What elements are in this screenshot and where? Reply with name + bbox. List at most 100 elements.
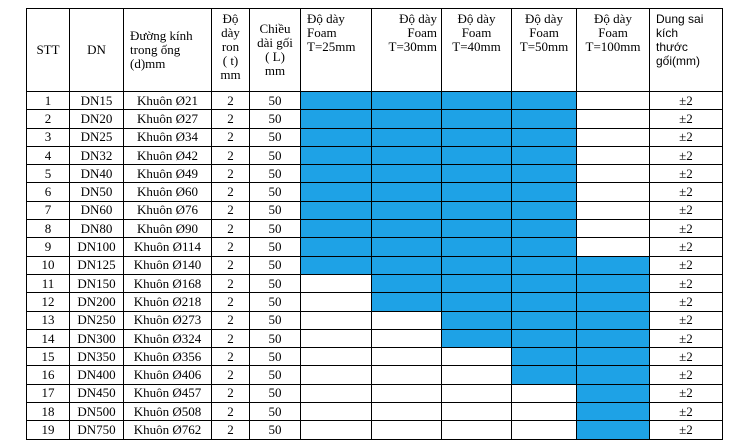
length-cell: 50 (249, 182, 301, 202)
tolerance-cell: ±2 (649, 219, 723, 239)
ron-cell: 2 (211, 145, 250, 166)
mold-cell: Khuôn Ø356 (123, 347, 212, 367)
foam-availability-cell (441, 237, 512, 257)
table-row: 11 DN150 Khuôn Ø168 2 50 ±2 (26, 273, 723, 294)
foam-availability-cell (441, 347, 512, 367)
length-cell: 50 (249, 420, 301, 440)
foam-availability-cell (576, 127, 650, 147)
foam-availability-cell (511, 328, 577, 349)
stt-cell: 12 (26, 292, 70, 312)
table-row: 15 DN350 Khuôn Ø356 2 50 ±2 (26, 347, 723, 367)
header-foam-40: Độ dày Foam T=40mm (441, 8, 512, 92)
table-row: 18 DN500 Khuôn Ø508 2 50 ±2 (26, 402, 723, 422)
length-cell: 50 (249, 90, 301, 111)
ron-cell: 2 (211, 365, 250, 385)
foam-availability-cell (300, 310, 372, 330)
foam-availability-cell (300, 200, 372, 221)
foam-availability-cell (371, 237, 442, 257)
foam-availability-cell (576, 420, 650, 440)
length-cell: 50 (249, 347, 301, 367)
foam-availability-cell (511, 273, 577, 294)
foam-availability-cell (371, 182, 442, 202)
mold-cell: Khuôn Ø60 (123, 182, 212, 202)
foam-availability-cell (576, 292, 650, 312)
foam-availability-cell (576, 347, 650, 367)
length-cell: 50 (249, 127, 301, 147)
foam-availability-cell (441, 402, 512, 422)
foam-availability-cell (300, 420, 372, 440)
stt-cell: 13 (26, 310, 70, 330)
header-stt: STT (26, 8, 70, 92)
foam-availability-cell (300, 145, 372, 166)
stt-cell: 2 (26, 109, 70, 129)
foam-availability-cell (371, 109, 442, 129)
length-cell: 50 (249, 219, 301, 239)
ron-cell: 2 (211, 273, 250, 294)
dn-cell: DN250 (69, 310, 124, 330)
foam-availability-cell (371, 383, 442, 404)
length-cell: 50 (249, 310, 301, 330)
table-row: 10 DN125 Khuôn Ø140 2 50 ±2 (26, 255, 723, 275)
foam-availability-cell (441, 164, 512, 184)
table-row: 2 DN20 Khuôn Ø27 2 50 ±2 (26, 109, 723, 129)
foam-availability-cell (576, 219, 650, 239)
table-row: 19 DN750 Khuôn Ø762 2 50 ±2 (26, 420, 723, 440)
length-cell: 50 (249, 145, 301, 166)
foam-availability-cell (441, 365, 512, 385)
ron-cell: 2 (211, 237, 250, 257)
mold-cell: Khuôn Ø508 (123, 402, 212, 422)
dn-cell: DN25 (69, 127, 124, 147)
foam-availability-cell (300, 182, 372, 202)
table-row: 9 DN100 Khuôn Ø114 2 50 ±2 (26, 237, 723, 257)
length-cell: 50 (249, 273, 301, 294)
tolerance-cell: ±2 (649, 164, 723, 184)
foam-availability-cell (371, 127, 442, 147)
foam-availability-cell (441, 255, 512, 275)
mold-cell: Khuôn Ø273 (123, 310, 212, 330)
header-foam-25: Độ dày Foam T=25mm (300, 8, 372, 92)
header-foam-30: Độ dày Foam T=30mm (371, 8, 442, 92)
foam-availability-cell (511, 127, 577, 147)
ron-cell: 2 (211, 402, 250, 422)
foam-availability-cell (441, 420, 512, 440)
mold-cell: Khuôn Ø42 (123, 145, 212, 166)
foam-availability-cell (300, 255, 372, 275)
foam-availability-cell (300, 237, 372, 257)
foam-availability-cell (576, 109, 650, 129)
mold-cell: Khuôn Ø34 (123, 127, 212, 147)
foam-availability-cell (441, 292, 512, 312)
table-row: 7 DN60 Khuôn Ø76 2 50 ±2 (26, 200, 723, 221)
foam-availability-cell (511, 182, 577, 202)
dn-cell: DN350 (69, 347, 124, 367)
header-dn: DN (69, 8, 124, 92)
foam-availability-cell (371, 420, 442, 440)
dn-cell: DN450 (69, 383, 124, 404)
stt-cell: 4 (26, 145, 70, 166)
dn-cell: DN80 (69, 219, 124, 239)
foam-availability-cell (300, 109, 372, 129)
foam-availability-cell (511, 219, 577, 239)
header-ron-thickness: Độ dày ron ( t) mm (211, 8, 250, 92)
stt-cell: 11 (26, 273, 70, 294)
ron-cell: 2 (211, 255, 250, 275)
tolerance-cell: ±2 (649, 328, 723, 349)
foam-availability-cell (576, 402, 650, 422)
foam-availability-cell (371, 164, 442, 184)
mold-cell: Khuôn Ø49 (123, 164, 212, 184)
stt-cell: 3 (26, 127, 70, 147)
dn-cell: DN200 (69, 292, 124, 312)
foam-availability-cell (371, 310, 442, 330)
foam-spec-table: STT DN Đường kính trong ống (d)mm Độ dày… (26, 8, 723, 440)
table-row: 1 DN15 Khuôn Ø21 2 50 ±2 (26, 90, 723, 111)
table-row: 3 DN25 Khuôn Ø34 2 50 ±2 (26, 127, 723, 147)
foam-availability-cell (300, 365, 372, 385)
foam-availability-cell (371, 273, 442, 294)
tolerance-cell: ±2 (649, 182, 723, 202)
tolerance-cell: ±2 (649, 109, 723, 129)
dn-cell: DN300 (69, 328, 124, 349)
dn-cell: DN125 (69, 255, 124, 275)
foam-availability-cell (576, 90, 650, 111)
ron-cell: 2 (211, 127, 250, 147)
stt-cell: 6 (26, 182, 70, 202)
length-cell: 50 (249, 109, 301, 129)
